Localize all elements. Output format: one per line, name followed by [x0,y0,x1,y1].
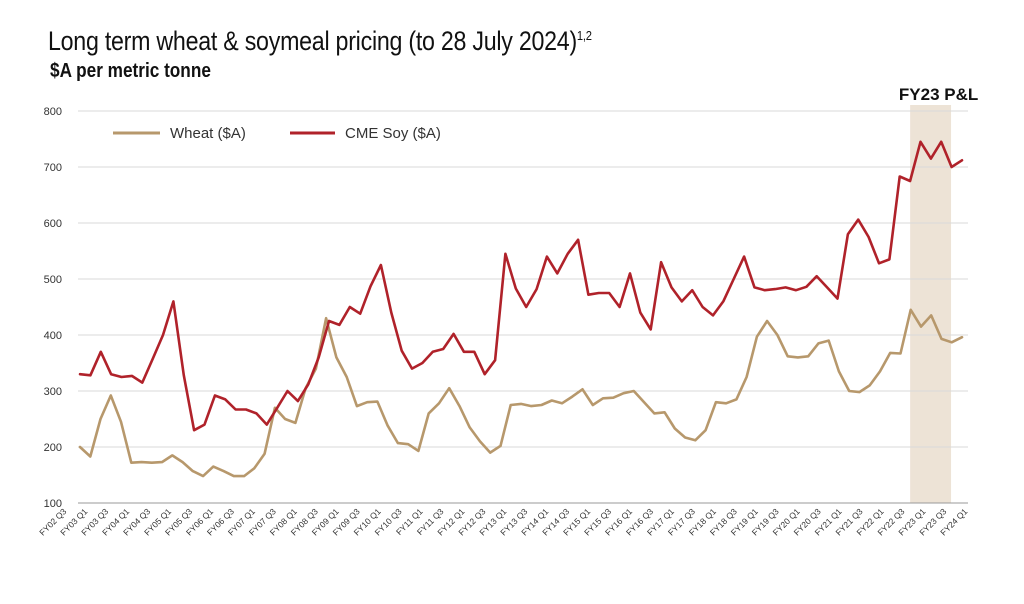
chart-title: Long term wheat & soymeal pricing (to 28… [48,26,592,56]
y-tick-label: 100 [44,498,62,510]
chart-subtitle: $A per metric tonne [50,60,211,82]
y-tick-label: 500 [44,274,62,286]
y-tick-label: 300 [44,386,62,398]
legend-soy-label: CME Soy ($A) [345,125,441,142]
y-tick-label: 800 [44,106,62,118]
y-tick-label: 200 [44,442,62,454]
wheat-series-line [78,308,964,478]
y-tick-label: 400 [44,330,62,342]
legend-wheat-label: Wheat ($A) [170,125,246,142]
y-tick-label: 700 [44,162,62,174]
soy-series-line [78,140,964,432]
title-footnote: 1,2 [576,28,592,43]
y-tick-label: 600 [44,218,62,230]
fy23-shaded-region [910,105,952,503]
fy23-pl-label: FY23 P&L [899,85,978,104]
